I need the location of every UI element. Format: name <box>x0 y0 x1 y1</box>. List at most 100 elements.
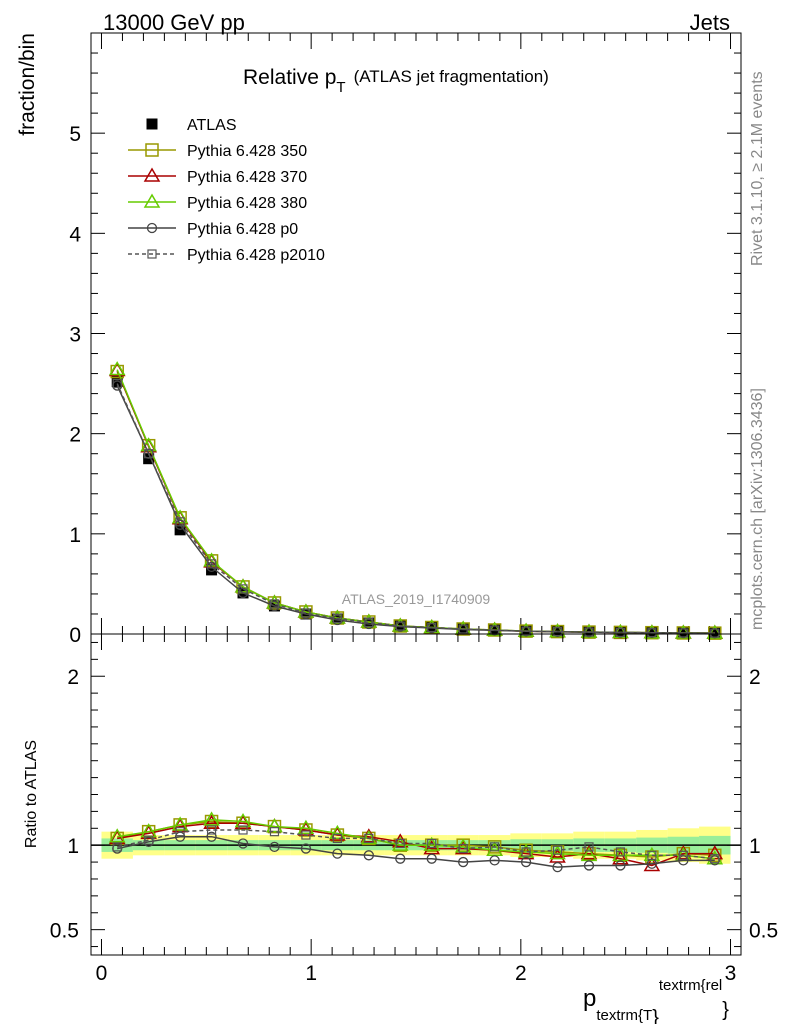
legend-label: Pythia 6.428 p2010 <box>187 247 325 264</box>
ratio-axis-ticks: 0.5 0.5 1 1 2 2 0 1 2 3 <box>50 634 778 985</box>
data-point <box>612 850 629 865</box>
series-line <box>117 829 715 860</box>
data-point <box>426 853 437 864</box>
y-tick-label: 3 <box>69 324 81 347</box>
ratio-y-tick-label: 0.5 <box>50 920 79 943</box>
data-point <box>552 845 563 855</box>
data-point <box>584 842 594 852</box>
data-point <box>297 819 315 835</box>
legend-entry: Pythia 6.428 350 <box>128 143 307 160</box>
legend-entry: Pythia 6.428 380 <box>128 193 307 212</box>
data-point <box>269 827 280 837</box>
ratio-y-tick-label: 2 <box>67 666 79 689</box>
data-point <box>458 856 469 868</box>
y-tick-label: 5 <box>69 123 81 146</box>
energy-label: 13000 GeV pp <box>103 10 245 35</box>
data-point <box>427 622 437 633</box>
legend-entry: Pythia 6.428 p0 <box>128 221 298 238</box>
process-label: Jets <box>690 10 730 35</box>
legend-label: Pythia 6.428 p0 <box>187 221 298 238</box>
data-point <box>206 831 217 842</box>
data-point <box>458 624 468 634</box>
main-series-pythia-6-428-p2010 <box>112 378 720 638</box>
ratio-y-tick-label-right: 0.5 <box>749 920 778 943</box>
legend-entry: Pythia 6.428 370 <box>128 167 307 186</box>
data-point <box>678 628 688 638</box>
data-point <box>112 842 122 852</box>
data-point <box>363 617 375 629</box>
legend-marker <box>143 167 161 182</box>
data-point <box>427 838 437 849</box>
legend-marker <box>146 222 158 234</box>
data-point <box>206 825 217 835</box>
ratio-y-tick-label: 1 <box>67 835 79 858</box>
x-tick-label: 0 <box>96 962 108 985</box>
data-point <box>332 613 342 624</box>
legend-label: Pythia 6.428 380 <box>187 195 307 212</box>
x-axis-label: ptextrm{T}textrm{rel} <box>583 977 729 1024</box>
data-point <box>520 856 532 868</box>
data-point <box>238 584 248 594</box>
data-point <box>552 626 563 637</box>
legend-label: Pythia 6.428 350 <box>187 143 307 160</box>
data-point <box>710 628 720 638</box>
legend-label: ATLAS <box>187 117 237 134</box>
ratio-frame <box>90 633 742 956</box>
data-point <box>521 847 531 857</box>
analysis-watermark: ATLAS_2019_I1740909 <box>342 591 491 607</box>
data-point <box>710 854 720 864</box>
data-point <box>584 627 594 637</box>
data-point <box>364 833 374 844</box>
y-tick-label: 2 <box>69 424 81 447</box>
x-tick-label: 3 <box>725 962 737 985</box>
data-point <box>301 608 311 618</box>
ratio-y-tick-label-right: 2 <box>749 666 761 689</box>
series-line <box>116 383 715 634</box>
x-tick-label: 2 <box>515 962 527 985</box>
data-point <box>647 850 657 860</box>
data-point <box>332 848 343 859</box>
data-point <box>329 824 346 840</box>
main-axis-ticks: 0 1 2 3 4 5 <box>69 33 741 647</box>
data-point <box>269 599 280 609</box>
data-point <box>708 848 722 863</box>
data-point <box>521 626 531 636</box>
data-point <box>395 838 405 849</box>
legend-marker <box>147 249 157 259</box>
data-point <box>112 378 122 389</box>
data-point <box>395 621 405 631</box>
data-point <box>395 853 406 864</box>
ratio-series-pythia-6-428-p2010 <box>112 825 720 864</box>
data-point <box>615 860 626 871</box>
main-y-axis-label: fraction/bin <box>16 33 39 136</box>
data-point <box>300 843 312 854</box>
data-point <box>489 855 500 866</box>
main-panel: 0 1 2 3 4 5 ATLAS_2019_I1740909 Relative pT(A… <box>16 32 742 647</box>
data-point <box>144 449 154 459</box>
legend-marker <box>143 193 161 208</box>
data-point <box>108 361 126 376</box>
rivet-label: Rivet 3.1.10, ≥ 2.1M events <box>749 71 766 266</box>
data-point <box>301 830 311 840</box>
source-label: mcplots.cern.ch [arXiv:1306.3436] <box>749 388 766 630</box>
ratio-panel: 0.5 0.5 1 1 2 2 0 1 2 3 Ratio to ATLAS ptextrm{T}… <box>23 633 778 1024</box>
data-point <box>458 843 468 854</box>
y-tick-label: 4 <box>69 223 81 246</box>
data-point <box>175 827 185 837</box>
data-point <box>237 838 249 849</box>
data-point <box>490 842 500 852</box>
data-point <box>203 814 220 829</box>
y-tick-label: 0 <box>69 624 81 647</box>
data-point <box>206 559 217 569</box>
data-point <box>206 564 218 576</box>
data-point <box>615 847 626 857</box>
legend-entry: Pythia 6.428 p2010 <box>128 247 325 264</box>
x-tick-label: 1 <box>305 962 317 985</box>
data-point <box>580 845 598 860</box>
data-point <box>269 841 280 853</box>
legend-marker <box>145 143 159 157</box>
y-tick-label: 1 <box>69 524 81 547</box>
ratio-series-pythia-6-428-p0 <box>112 831 720 873</box>
data-point <box>108 828 126 843</box>
